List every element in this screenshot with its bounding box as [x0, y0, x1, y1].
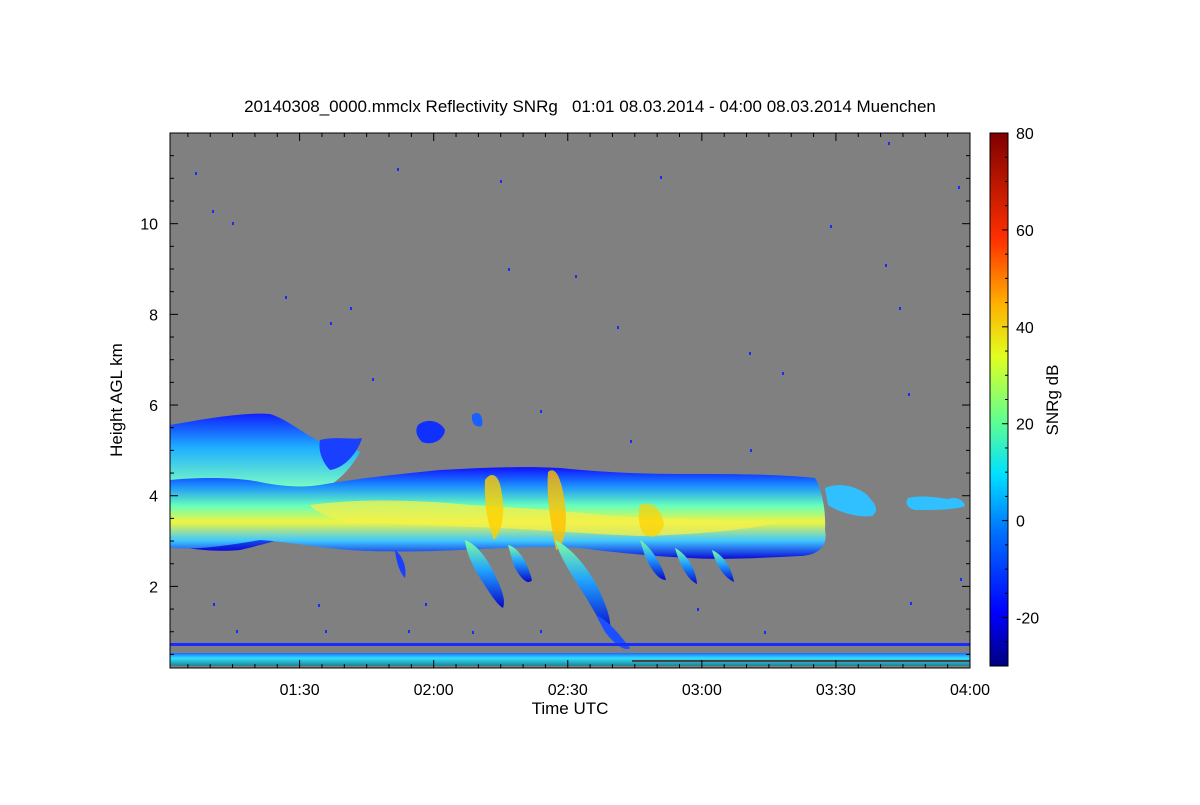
trailing-patch-2: [906, 496, 965, 510]
noise-pixels: [195, 142, 962, 634]
colorbar-tick-label: 0: [1016, 514, 1025, 531]
y-axis-label: Height AGL km: [107, 343, 126, 457]
y-tick-label: 2: [149, 579, 158, 596]
y-tick-label: 6: [149, 398, 158, 415]
plot-area: [170, 133, 970, 668]
patch-aloft-3: [319, 438, 362, 470]
x-tick-label: 02:30: [548, 682, 588, 699]
x-tick-label: 03:00: [682, 682, 722, 699]
core-hotspot-2: [547, 470, 566, 550]
fall-streak-3: [555, 540, 611, 632]
y-tick-label: 10: [140, 217, 158, 234]
fall-streak-2: [508, 545, 532, 583]
chart-title: 20140308_0000.mmclx Reflectivity SNRg 01…: [244, 97, 936, 116]
x-axis: 01:30 02:00 02:30 03:00 03:30 04:00: [187, 133, 990, 699]
colorbar-tick-label: 40: [1016, 320, 1034, 337]
fall-streak-4: [596, 615, 630, 650]
colorbar-tick-label: 20: [1016, 417, 1034, 434]
fall-streak-5: [640, 540, 666, 580]
colorbar-label: SNRg dB: [1043, 365, 1062, 436]
x-tick-label: 04:00: [950, 682, 990, 699]
fall-streak-7: [712, 550, 734, 582]
clutter-line-dark: [632, 660, 970, 662]
core-hotspot-3: [638, 503, 664, 537]
y-tick-label: 4: [149, 489, 158, 506]
core-hotspot-1: [484, 475, 504, 540]
x-tick-label: 01:30: [280, 682, 320, 699]
fall-streak-1: [465, 540, 505, 608]
trailing-patch-1: [825, 485, 877, 517]
colorbar-tick-label: 60: [1016, 223, 1034, 240]
x-axis-label: Time UTC: [532, 699, 609, 718]
y-axis: 2 4 6 8 10: [140, 132, 970, 655]
x-tick-label: 03:30: [816, 682, 856, 699]
colorbar-axis: -20 0 20 40 60 80: [1002, 126, 1039, 667]
clutter-line-upper: [170, 643, 970, 646]
patch-aloft-1: [416, 420, 445, 444]
x-tick-label: 02:00: [414, 682, 454, 699]
fall-streak-6: [675, 548, 697, 584]
plot-frame: [169, 132, 971, 669]
fall-streak-8: [395, 550, 406, 578]
clutter-band: [170, 653, 970, 666]
y-tick-label: 8: [149, 307, 158, 324]
reflectivity-field: [170, 142, 970, 666]
patch-aloft-2: [471, 413, 483, 427]
colorbar-tick-label: 80: [1016, 126, 1034, 143]
colorbar-tick-label: -20: [1016, 611, 1039, 628]
